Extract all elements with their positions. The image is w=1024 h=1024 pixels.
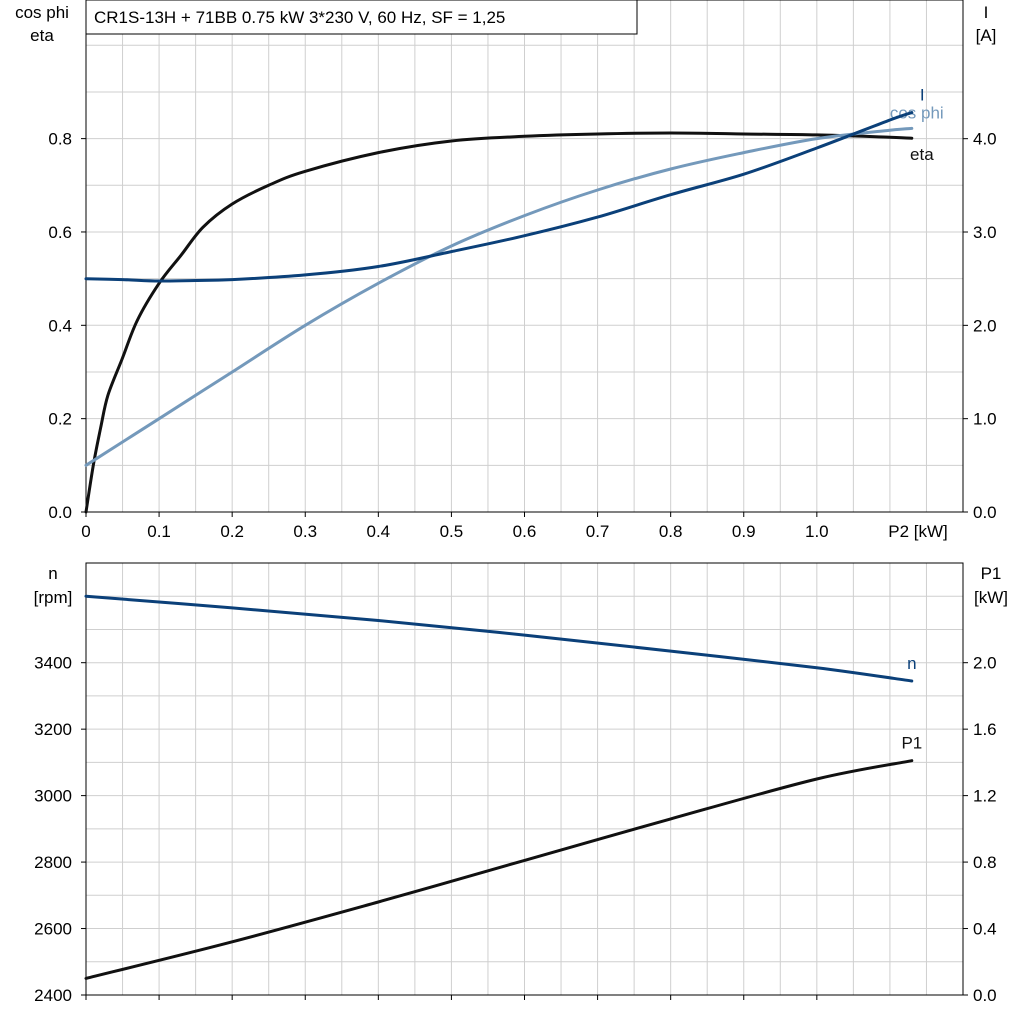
top-ticks: 0 0.1 0.2 0.3 0.4 0.5 0.6 0.7 0.8 0.9 1.0 0.0 0.2 0.4… <box>48 130 996 541</box>
x-tick-label: 0.7 <box>586 522 610 541</box>
top-right-axis-label-2: [A] <box>976 26 997 45</box>
chart-title: CR1S-13H + 71BB 0.75 kW 3*230 V, 60 Hz, … <box>94 8 505 27</box>
series-label-p1: P1 <box>901 734 922 753</box>
series-line-n <box>84 594 914 683</box>
top-right-tick-label: 1.0 <box>973 410 997 429</box>
bottom-left-tick-label: 2800 <box>34 853 72 872</box>
top-left-tick-label: 0.0 <box>48 503 72 522</box>
bottom-right-tick-label: 0.0 <box>973 986 997 1005</box>
top-right-axis-label-1: I <box>984 3 989 22</box>
top-right-tick-label: 2.0 <box>973 316 997 335</box>
bottom-right-tick-label: 1.6 <box>973 720 997 739</box>
bottom-right-tick-label: 1.2 <box>973 787 997 806</box>
series-line-p1 <box>84 759 914 980</box>
top-left-axis-label-2: eta <box>30 26 54 45</box>
top-left-tick-label: 0.6 <box>48 223 72 242</box>
x-tick-label: 0.9 <box>732 522 756 541</box>
series-line-eta <box>84 131 914 514</box>
x-tick-label: 0.2 <box>220 522 244 541</box>
bottom-series: n P1 <box>84 594 922 980</box>
series-label-i: I <box>920 86 925 105</box>
x-tick-label: 1.0 <box>805 522 829 541</box>
top-right-tick-label: 0.0 <box>973 503 997 522</box>
top-left-tick-label: 0.4 <box>48 316 72 335</box>
x-tick-label: 0.5 <box>440 522 464 541</box>
top-left-tick-label: 0.8 <box>48 130 72 149</box>
bottom-right-tick-label: 0.4 <box>973 920 997 939</box>
x-tick-label: 0.1 <box>147 522 171 541</box>
series-label-eta: eta <box>910 145 934 164</box>
x-tick-label: 0.6 <box>513 522 537 541</box>
bottom-ticks: 2400 2600 2800 3000 3200 3400 0.0 0.4 0.8 1.2 1.6 2… <box>34 654 996 1005</box>
top-left-axis-label-1: cos phi <box>15 3 69 22</box>
x-tick-label: 0.3 <box>293 522 317 541</box>
series-label-cos-phi: cos phi <box>890 103 944 122</box>
bottom-left-tick-label: 2600 <box>34 920 72 939</box>
series-line-i <box>84 111 914 283</box>
x-tick-label: 0.4 <box>367 522 391 541</box>
bottom-left-axis-label-1: n <box>48 564 57 583</box>
top-right-tick-label: 3.0 <box>973 223 997 242</box>
bottom-right-tick-label: 2.0 <box>973 654 997 673</box>
x-tick-label: 0.8 <box>659 522 683 541</box>
top-left-tick-label: 0.2 <box>48 410 72 429</box>
bottom-left-tick-label: 3400 <box>34 654 72 673</box>
bottom-left-tick-label: 2400 <box>34 986 72 1005</box>
series-label-n: n <box>907 654 916 673</box>
bottom-right-tick-label: 0.8 <box>973 853 997 872</box>
x-tick-label: 0 <box>81 522 90 541</box>
bottom-left-tick-label: 3000 <box>34 787 72 806</box>
bottom-right-axis-label-2: [kW] <box>974 588 1008 607</box>
bottom-grid <box>86 563 963 995</box>
title-box <box>85 0 638 35</box>
series-line-cos-phi <box>84 126 914 467</box>
x-axis-label: P2 [kW] <box>888 522 948 541</box>
bottom-left-tick-label: 3200 <box>34 720 72 739</box>
bottom-left-axis-label-2: [rpm] <box>34 588 73 607</box>
top-grid <box>86 0 963 512</box>
top-right-tick-label: 4.0 <box>973 130 997 149</box>
bottom-right-axis-label-1: P1 <box>981 564 1002 583</box>
